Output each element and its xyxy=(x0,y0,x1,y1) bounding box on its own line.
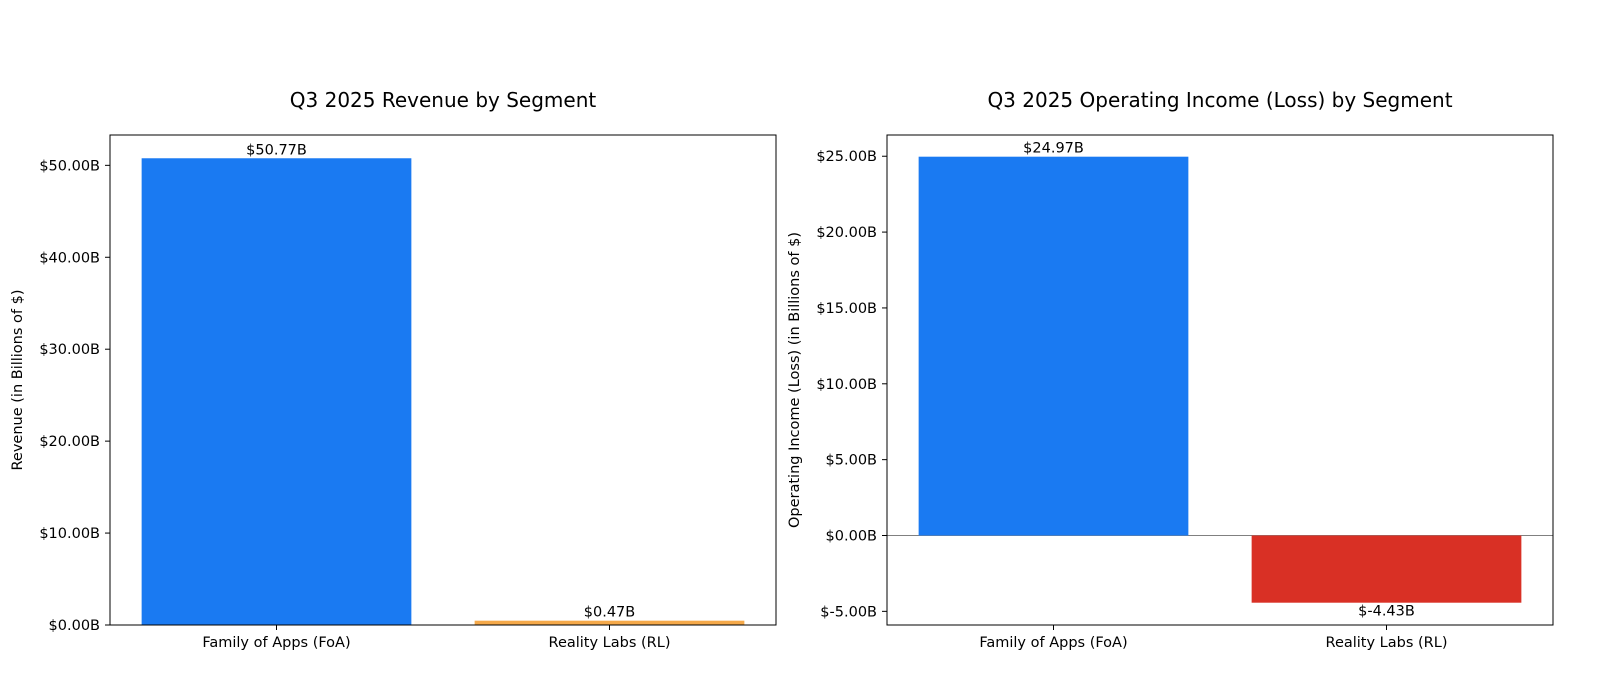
y-tick-label: $0.00B xyxy=(826,528,877,544)
y-axis-label: Revenue (in Billions of $) xyxy=(10,290,26,471)
y-tick-label: $40.00B xyxy=(39,250,100,266)
data-label: $24.97B xyxy=(1023,141,1084,157)
chart-title: Q3 2025 Operating Income (Loss) by Segme… xyxy=(987,88,1452,112)
y-tick-label: $10.00B xyxy=(816,377,877,393)
y-axis-label: Operating Income (Loss) (in Billions of … xyxy=(787,232,803,528)
y-tick-label: $50.00B xyxy=(39,158,100,174)
chart-title: Q3 2025 Revenue by Segment xyxy=(290,88,597,112)
data-label: $-4.43B xyxy=(1358,604,1415,620)
axes-frame xyxy=(109,134,777,626)
y-tick-label: $-5.00B xyxy=(820,604,877,620)
x-tick-label: Reality Labs (RL) xyxy=(549,635,671,651)
y-tick-label: $20.00B xyxy=(39,434,100,450)
data-label: $0.47B xyxy=(584,605,635,621)
bar-foa xyxy=(918,156,1189,536)
y-tick-label: $15.00B xyxy=(816,301,877,317)
y-tick-label: $5.00B xyxy=(826,453,877,469)
y-tick-label: $25.00B xyxy=(816,149,877,165)
revenue-chart: Q3 2025 Revenue by Segment $50.77B Family … xyxy=(10,88,777,651)
operating-income-chart: Q3 2025 Operating Income (Loss) by Segme… xyxy=(787,88,1554,651)
axes-frame xyxy=(886,134,1554,626)
x-tick-label: Family of Apps (FoA) xyxy=(979,635,1127,651)
bar-rl xyxy=(1251,535,1522,603)
bar-rl xyxy=(474,620,745,625)
y-tick-label: $30.00B xyxy=(39,342,100,358)
x-tick-label: Reality Labs (RL) xyxy=(1326,635,1448,651)
bar-foa xyxy=(141,158,412,625)
y-tick-label: $0.00B xyxy=(49,618,100,634)
data-label: $50.77B xyxy=(246,142,307,158)
y-tick-label: $20.00B xyxy=(816,225,877,241)
x-tick-label: Family of Apps (FoA) xyxy=(202,635,350,651)
y-tick-label: $10.00B xyxy=(39,526,100,542)
